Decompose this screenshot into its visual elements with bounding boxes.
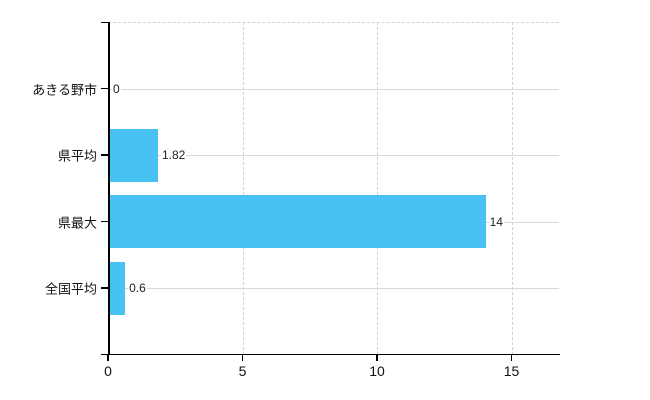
category-label: 全国平均	[44, 281, 97, 297]
x-axis-tick	[241, 354, 244, 361]
bar	[109, 195, 486, 248]
y-axis	[108, 22, 110, 355]
x-gridline	[242, 22, 244, 355]
x-gridline	[511, 22, 513, 355]
category-label: 県最大	[57, 215, 97, 230]
x-tick-label: 15	[503, 362, 520, 379]
bar-value-label: 14	[488, 214, 504, 229]
y-axis-end-tick	[101, 21, 108, 23]
y-axis-tick	[101, 220, 108, 223]
x-axis	[101, 353, 560, 355]
x-tick-label: 0	[104, 362, 112, 379]
category-label: あきる野市	[32, 82, 97, 97]
y-axis-tick	[101, 287, 108, 289]
x-tick-label: 5	[238, 362, 247, 379]
bar-value-label: 0.6	[128, 281, 147, 295]
x-axis-tick	[107, 354, 109, 361]
bar	[109, 128, 158, 182]
x-tick-label: 10	[369, 362, 385, 379]
bar	[109, 261, 126, 315]
bar-value-label: 0	[112, 81, 121, 96]
category-gridline	[108, 155, 559, 156]
category-label: 県平均	[57, 148, 97, 164]
y-axis-tick	[101, 87, 108, 90]
y-axis-tick	[101, 154, 108, 156]
x-gridline	[377, 22, 378, 355]
x-axis-tick	[376, 354, 378, 361]
category-gridline	[108, 88, 559, 90]
bar-value-label: 1.82	[160, 148, 187, 162]
x-axis-tick	[510, 354, 513, 361]
category-gridline	[108, 288, 559, 289]
plot-top-border	[108, 22, 559, 23]
